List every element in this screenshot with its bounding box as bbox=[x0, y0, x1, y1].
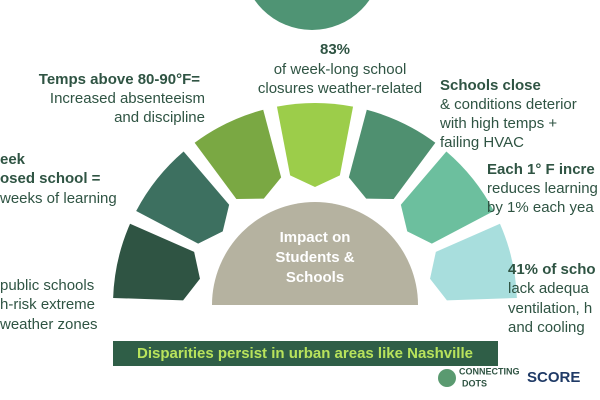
mid-right-line: reduces learning bbox=[487, 180, 598, 197]
wedges bbox=[113, 102, 517, 301]
logo-score: SCORE bbox=[527, 369, 580, 386]
upper-right-line: & conditions deterior bbox=[440, 96, 577, 113]
mid-left-line: weeks of learning bbox=[0, 190, 117, 207]
top-line: closures weather-related bbox=[258, 80, 422, 97]
logo-text: DOTS bbox=[462, 378, 487, 388]
low-left-line: weather zones bbox=[0, 316, 98, 333]
wedge bbox=[194, 109, 282, 199]
logo-icon bbox=[438, 369, 456, 387]
wedge bbox=[400, 151, 494, 244]
low-right-head: 41% of scho bbox=[508, 261, 596, 278]
logo-text: CONNECTING bbox=[459, 366, 520, 376]
upper-right-line: with high temps + bbox=[439, 115, 557, 132]
wedge bbox=[430, 223, 517, 301]
low-left-line: h-risk extreme bbox=[0, 296, 95, 313]
top-line: of week-long school bbox=[274, 61, 407, 78]
center-semicircle bbox=[212, 202, 418, 305]
low-right-line: and cooling bbox=[508, 319, 585, 336]
upper-left-line: and discipline bbox=[114, 109, 205, 126]
low-right-line: ventilation, h bbox=[508, 300, 592, 317]
center-text: Impact on bbox=[280, 229, 351, 246]
banner: Disparities persist in urban areas like … bbox=[137, 345, 473, 362]
upper-left-head: Temps above 80-90°F= bbox=[39, 71, 200, 88]
upper-right-line: failing HVAC bbox=[440, 134, 524, 151]
low-right-line: lack adequa bbox=[508, 280, 590, 297]
wedge bbox=[136, 151, 230, 244]
mid-left-head: eek bbox=[0, 151, 26, 168]
mid-right-head: Each 1° F incre bbox=[487, 161, 595, 178]
center-text: Schools bbox=[286, 269, 344, 286]
center-text: Students & bbox=[275, 249, 354, 266]
wedge bbox=[113, 223, 200, 301]
top-circle bbox=[254, 0, 370, 30]
upper-right-head: Schools close bbox=[440, 77, 541, 94]
top-head: 83% bbox=[320, 41, 350, 58]
wedge bbox=[348, 109, 436, 199]
upper-left-line: Increased absenteeism bbox=[50, 90, 205, 107]
wedge bbox=[276, 102, 354, 187]
mid-right-line: by 1% each yea bbox=[487, 199, 594, 216]
low-left-line: public schools bbox=[0, 277, 94, 294]
banner-bg bbox=[113, 341, 498, 366]
mid-left-head: osed school = bbox=[0, 170, 101, 187]
